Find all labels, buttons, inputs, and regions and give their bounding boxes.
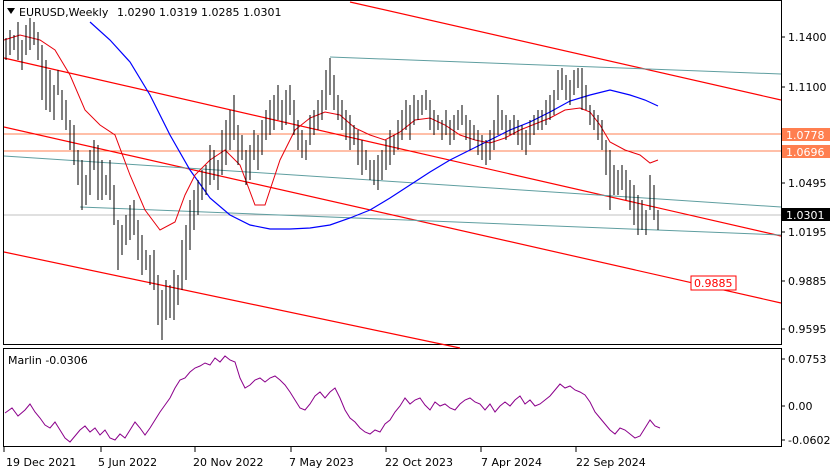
price-label: 1.1100 (788, 81, 827, 94)
main-chart-frame[interactable] (3, 0, 782, 345)
time-label: 20 Nov 2022 (193, 456, 263, 469)
symbol-title: EURUSD,Weekly (19, 6, 109, 19)
marlin-oscillator (4, 355, 661, 443)
time-label: 7 May 2023 (289, 456, 354, 469)
price-label: 0.9885 (788, 275, 827, 288)
price-bars (5, 18, 659, 340)
price-tag-2: 1.0696 (786, 146, 825, 159)
target-tag-bg (690, 275, 737, 291)
indicator-label: -0.0602 (788, 434, 830, 447)
target-price-tag: 0.9885 (694, 277, 733, 290)
price-tag-1: 1.0778 (786, 129, 825, 142)
indicator-frame[interactable] (3, 348, 782, 447)
time-axis-ticks (3, 447, 577, 452)
current-price-tag: 1.0301 (786, 209, 825, 222)
time-label: 5 Jun 2022 (98, 456, 157, 469)
time-label: 19 Dec 2021 (6, 456, 76, 469)
red-channel[interactable] (3, 1, 782, 349)
indicator-title: Marlin -0.0306 (8, 354, 88, 367)
time-label: 22 Sep 2024 (576, 456, 646, 469)
price-label: 1.0195 (788, 226, 827, 239)
price-label: 1.1400 (788, 31, 827, 44)
indicator-label: 0.00 (788, 400, 813, 413)
teal-lines[interactable] (3, 56, 782, 236)
blue-moving-average (89, 21, 659, 230)
tag-2-bg (782, 145, 830, 158)
time-label: 7 Apr 2024 (481, 456, 542, 469)
orange-levels (4, 133, 781, 152)
indicator-label: 0.0753 (788, 353, 827, 366)
ohlc-values: 1.0290 1.0319 1.0285 1.0301 (117, 6, 281, 19)
red-moving-average (3, 34, 659, 231)
time-label: 22 Oct 2023 (385, 456, 453, 469)
price-label: 1.0495 (788, 177, 827, 190)
price-axis-ticks (781, 36, 785, 441)
current-price-bg (782, 208, 830, 221)
dropdown-arrow-icon[interactable] (7, 8, 15, 14)
price-label: 0.9595 (788, 323, 827, 336)
tag-1-bg (782, 128, 830, 141)
